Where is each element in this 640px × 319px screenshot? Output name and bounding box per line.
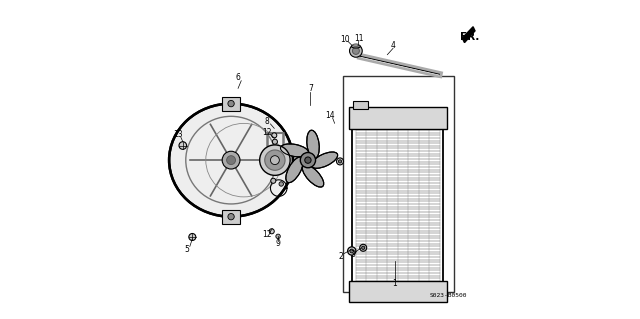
Circle shape: [222, 151, 240, 169]
Text: 5: 5: [185, 245, 189, 254]
Circle shape: [349, 45, 362, 57]
Circle shape: [350, 249, 354, 253]
Text: 14: 14: [326, 111, 335, 120]
Text: 4: 4: [390, 41, 396, 50]
Ellipse shape: [302, 165, 324, 187]
Circle shape: [273, 139, 278, 144]
Text: S023-B0500: S023-B0500: [430, 293, 467, 298]
Ellipse shape: [280, 144, 308, 157]
Ellipse shape: [353, 44, 359, 47]
Text: 2: 2: [339, 252, 343, 261]
Circle shape: [179, 142, 187, 149]
Circle shape: [260, 145, 290, 175]
Circle shape: [227, 156, 236, 165]
Text: 13: 13: [173, 130, 182, 139]
Ellipse shape: [286, 157, 303, 183]
Text: 7: 7: [308, 85, 313, 93]
Ellipse shape: [351, 45, 360, 48]
Circle shape: [305, 157, 311, 163]
Bar: [343, 76, 454, 292]
Text: 1: 1: [392, 279, 397, 288]
Circle shape: [339, 160, 342, 163]
Circle shape: [265, 150, 285, 170]
Bar: [353, 128, 443, 282]
Text: 3: 3: [350, 250, 355, 259]
Circle shape: [272, 133, 277, 138]
Ellipse shape: [307, 130, 319, 159]
Text: 6: 6: [236, 73, 241, 82]
Circle shape: [228, 213, 234, 220]
Polygon shape: [462, 27, 475, 43]
Circle shape: [279, 182, 284, 186]
Text: 12: 12: [262, 128, 272, 137]
Circle shape: [189, 234, 196, 241]
Circle shape: [300, 152, 316, 168]
Ellipse shape: [311, 152, 338, 168]
Text: 11: 11: [354, 34, 364, 43]
Circle shape: [353, 48, 360, 54]
Text: 8: 8: [265, 117, 269, 126]
Bar: [349, 281, 447, 302]
Circle shape: [271, 178, 276, 183]
Text: 9: 9: [276, 239, 280, 248]
Bar: [222, 97, 240, 111]
Ellipse shape: [169, 104, 293, 217]
Circle shape: [337, 158, 344, 165]
Circle shape: [269, 229, 275, 234]
Circle shape: [348, 247, 356, 255]
Circle shape: [360, 244, 367, 251]
Bar: [222, 210, 240, 224]
Text: 12: 12: [262, 230, 272, 239]
Circle shape: [276, 234, 280, 239]
Text: FR.: FR.: [460, 32, 479, 41]
Text: 10: 10: [340, 35, 349, 44]
Bar: [353, 101, 368, 109]
Bar: [349, 107, 447, 129]
Circle shape: [362, 246, 365, 249]
Circle shape: [271, 156, 279, 165]
Circle shape: [228, 100, 234, 107]
